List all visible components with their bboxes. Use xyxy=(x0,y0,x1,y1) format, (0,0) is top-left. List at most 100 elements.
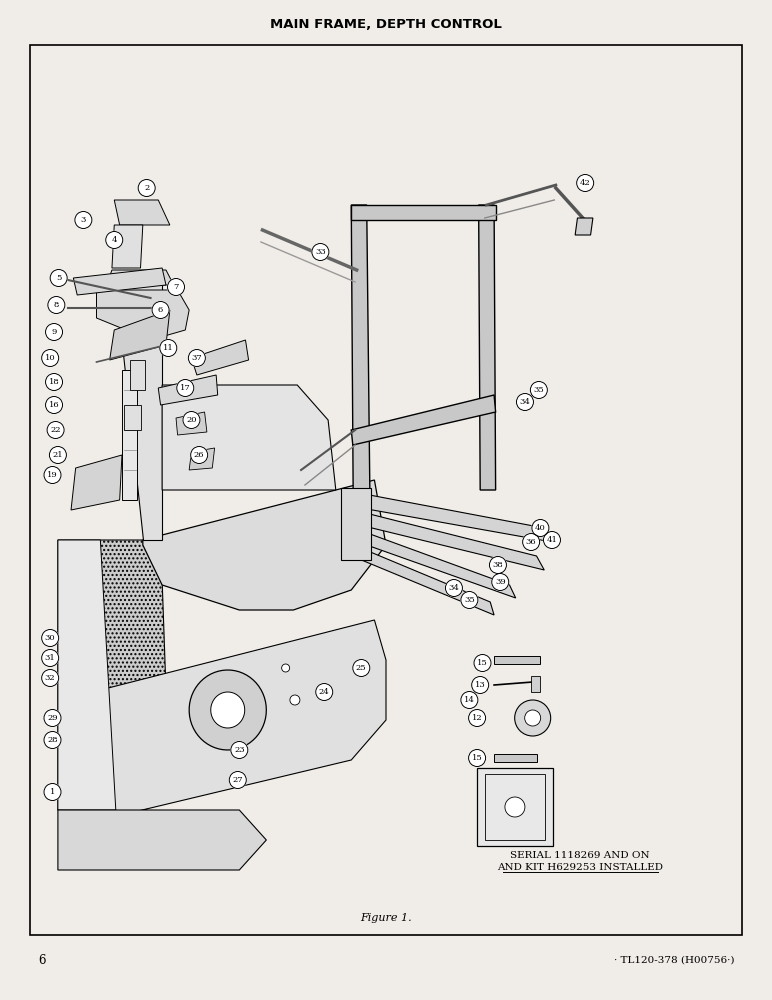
Text: 4: 4 xyxy=(111,236,117,244)
Polygon shape xyxy=(191,340,249,375)
Text: 14: 14 xyxy=(464,696,475,704)
Text: 34: 34 xyxy=(449,584,459,592)
Polygon shape xyxy=(351,205,371,555)
Circle shape xyxy=(183,412,200,428)
Polygon shape xyxy=(122,370,137,500)
Polygon shape xyxy=(479,205,496,490)
Circle shape xyxy=(47,422,64,438)
Circle shape xyxy=(50,269,67,286)
Polygon shape xyxy=(354,545,494,615)
Text: 35: 35 xyxy=(464,596,475,604)
Circle shape xyxy=(138,180,155,196)
Text: 36: 36 xyxy=(526,538,537,546)
Circle shape xyxy=(316,684,333,700)
Circle shape xyxy=(489,556,506,574)
Polygon shape xyxy=(211,692,245,728)
Text: 32: 32 xyxy=(45,674,56,682)
Polygon shape xyxy=(110,310,170,360)
Text: 9: 9 xyxy=(52,328,56,336)
Bar xyxy=(30,45,742,935)
Text: 42: 42 xyxy=(580,179,591,187)
Circle shape xyxy=(577,174,594,192)
Circle shape xyxy=(42,650,59,666)
Text: 35: 35 xyxy=(533,386,544,394)
Polygon shape xyxy=(575,218,593,235)
Text: 13: 13 xyxy=(475,681,486,689)
Polygon shape xyxy=(143,480,386,610)
Circle shape xyxy=(46,324,63,340)
Circle shape xyxy=(472,676,489,694)
Text: 38: 38 xyxy=(493,561,503,569)
Text: Figure 1.: Figure 1. xyxy=(361,913,411,923)
Text: 23: 23 xyxy=(234,746,245,754)
Circle shape xyxy=(445,580,462,596)
Polygon shape xyxy=(494,754,537,762)
Circle shape xyxy=(46,373,63,390)
Text: 22: 22 xyxy=(50,426,61,434)
Text: 6: 6 xyxy=(38,954,46,966)
Polygon shape xyxy=(162,385,336,490)
Text: 15: 15 xyxy=(472,754,482,762)
Polygon shape xyxy=(114,270,162,540)
Bar xyxy=(485,774,545,840)
Text: 39: 39 xyxy=(495,578,506,586)
Circle shape xyxy=(461,692,478,708)
Text: 20: 20 xyxy=(186,416,197,424)
Circle shape xyxy=(49,446,66,464)
Polygon shape xyxy=(354,528,516,598)
Polygon shape xyxy=(494,656,540,664)
Circle shape xyxy=(231,742,248,758)
Polygon shape xyxy=(531,676,540,692)
Polygon shape xyxy=(58,540,166,810)
Text: 40: 40 xyxy=(535,524,546,532)
Text: MAIN FRAME, DEPTH CONTROL: MAIN FRAME, DEPTH CONTROL xyxy=(270,17,502,30)
Circle shape xyxy=(290,695,300,705)
Text: 7: 7 xyxy=(174,283,178,291)
Polygon shape xyxy=(351,395,496,445)
Circle shape xyxy=(469,710,486,726)
Text: 29: 29 xyxy=(47,714,58,722)
Bar xyxy=(477,768,553,846)
Polygon shape xyxy=(341,488,371,560)
Polygon shape xyxy=(73,268,166,295)
Polygon shape xyxy=(107,270,174,285)
Text: 10: 10 xyxy=(45,354,56,362)
Circle shape xyxy=(505,797,525,817)
Text: 8: 8 xyxy=(54,301,59,309)
Circle shape xyxy=(177,379,194,396)
Polygon shape xyxy=(71,455,122,510)
Polygon shape xyxy=(176,412,207,435)
Circle shape xyxy=(492,574,509,590)
Bar xyxy=(124,405,141,430)
Circle shape xyxy=(160,340,177,357)
Polygon shape xyxy=(189,670,266,750)
Text: 24: 24 xyxy=(319,688,330,696)
Text: 2: 2 xyxy=(144,184,149,192)
Text: 25: 25 xyxy=(356,664,367,672)
Text: 18: 18 xyxy=(49,378,59,386)
Circle shape xyxy=(188,350,205,366)
Polygon shape xyxy=(58,540,116,810)
Circle shape xyxy=(474,654,491,672)
Text: 31: 31 xyxy=(45,654,56,662)
Circle shape xyxy=(106,232,123,248)
Polygon shape xyxy=(158,375,218,405)
Circle shape xyxy=(282,664,290,672)
Polygon shape xyxy=(354,492,552,542)
Text: 19: 19 xyxy=(47,471,58,479)
Text: 37: 37 xyxy=(191,354,202,362)
Circle shape xyxy=(461,591,478,608)
Text: 28: 28 xyxy=(47,736,58,744)
Circle shape xyxy=(75,212,92,229)
Polygon shape xyxy=(351,205,496,220)
Circle shape xyxy=(44,710,61,726)
Text: 17: 17 xyxy=(180,384,191,392)
Polygon shape xyxy=(189,448,215,470)
Polygon shape xyxy=(112,225,143,268)
Text: 33: 33 xyxy=(315,248,326,256)
Circle shape xyxy=(191,446,208,464)
Polygon shape xyxy=(354,510,544,570)
Polygon shape xyxy=(100,620,386,820)
Circle shape xyxy=(516,393,533,410)
Circle shape xyxy=(42,630,59,647)
